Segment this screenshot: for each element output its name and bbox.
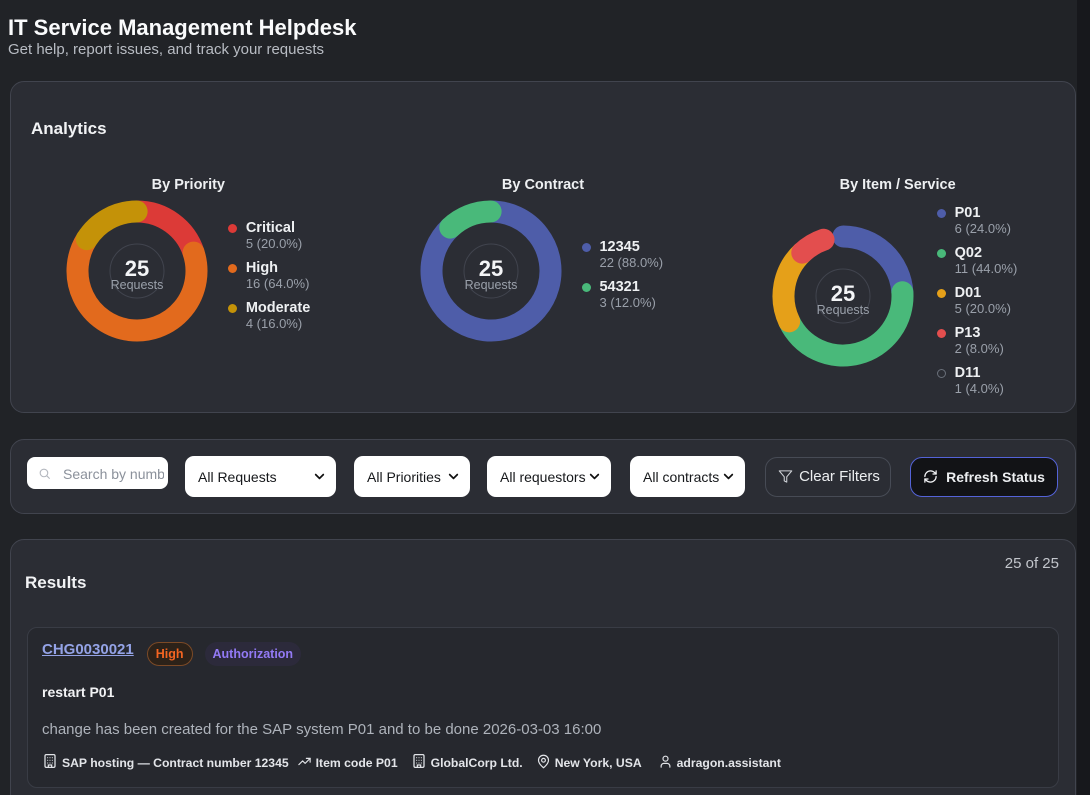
svg-text:25: 25 <box>831 281 855 306</box>
svg-text:Requests: Requests <box>817 303 870 317</box>
svg-text:Requests: Requests <box>111 278 164 292</box>
svg-text:Requests: Requests <box>465 278 518 292</box>
svg-text:25: 25 <box>125 256 149 281</box>
svg-text:25: 25 <box>479 256 503 281</box>
